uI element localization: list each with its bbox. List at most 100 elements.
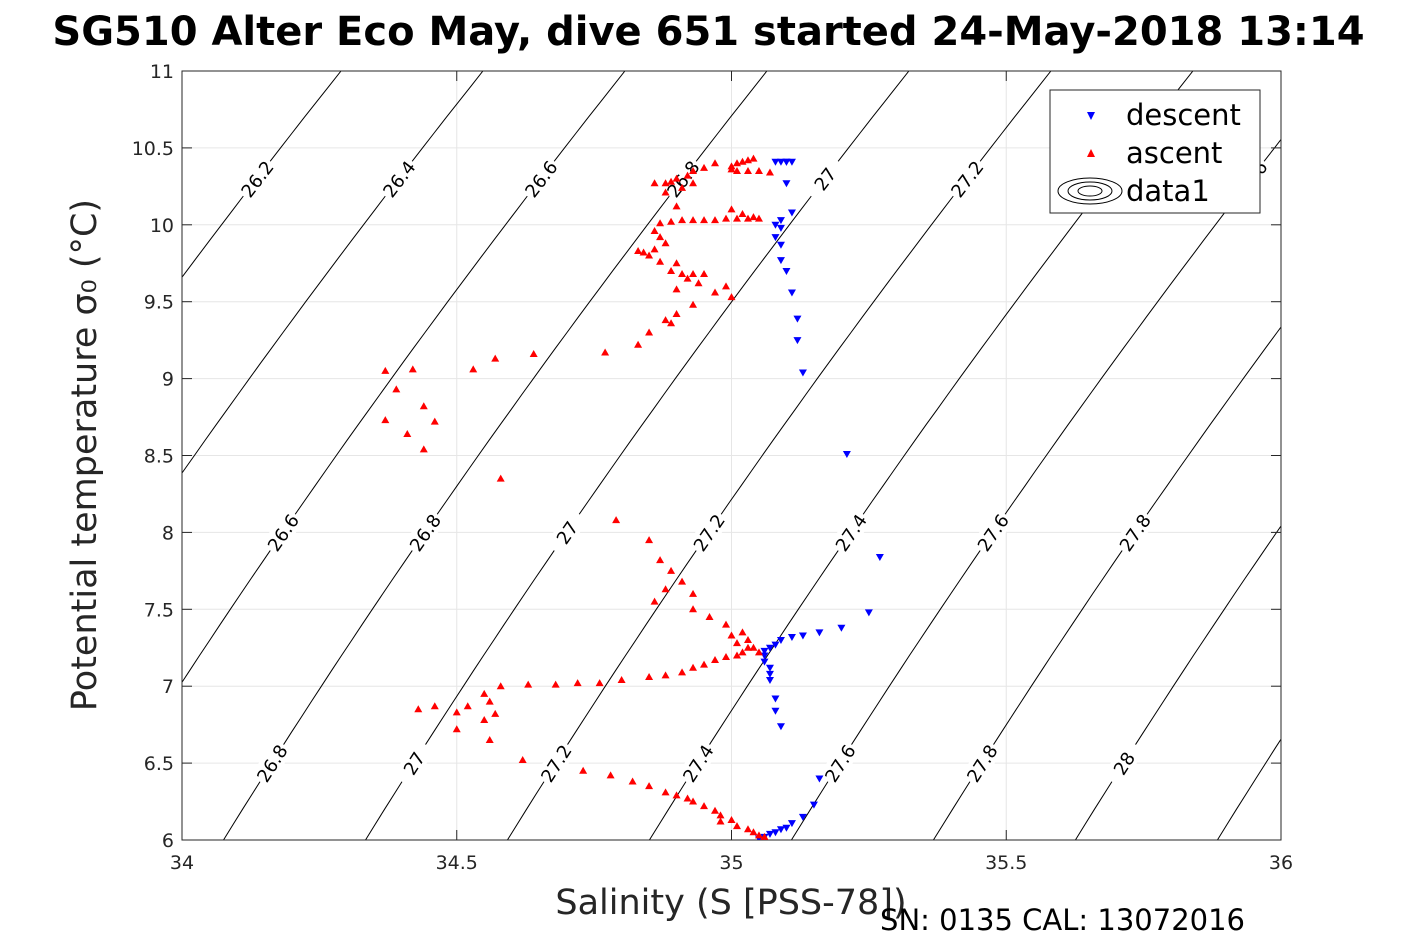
ascent-point (606, 771, 615, 779)
ascent-point (480, 689, 489, 697)
x-tick-label: 35 (719, 852, 743, 874)
ascent-point (732, 639, 741, 647)
ascent-point (754, 831, 763, 839)
ascent-point (711, 159, 720, 167)
ascent-point (738, 157, 747, 165)
descent-point (771, 707, 780, 715)
descent-point (776, 158, 785, 166)
grid (181, 70, 1282, 841)
y-tick-label: 11 (150, 61, 174, 83)
descent-point (782, 180, 791, 188)
ascent-point (645, 536, 654, 544)
ascent-point (743, 643, 752, 651)
ascent-point (727, 205, 736, 213)
ascent-point (667, 217, 676, 225)
ascent-point (430, 702, 439, 710)
ascent-point (716, 811, 725, 819)
ascent-point (689, 663, 698, 671)
ascent-point (738, 628, 747, 636)
ascent-point (408, 365, 417, 373)
isopycnal-label-bg (660, 154, 705, 203)
ascent-point (727, 165, 736, 173)
isopycnal-28.2 (1216, 738, 1281, 840)
ascent-point (667, 177, 676, 185)
ascent-point (392, 385, 401, 393)
ascent-point (667, 319, 676, 327)
ascent-point (452, 708, 461, 716)
ascent-point (743, 156, 752, 164)
ascent-point (749, 154, 758, 162)
y-tick-label: 9 (162, 369, 174, 391)
descent-point (793, 337, 802, 345)
descent-point (776, 257, 785, 265)
isopycnal-label-bg (1113, 508, 1157, 557)
isopycnal-label-group: 27.2 (944, 154, 989, 203)
ascent-point (650, 179, 659, 187)
isopycnal-26.2 (182, 71, 342, 279)
ascent-point (595, 679, 604, 687)
ascent-point (689, 797, 698, 805)
ascent-point (754, 166, 763, 174)
ascent-point (667, 566, 676, 574)
descent-point (864, 609, 873, 617)
descent-point (787, 633, 796, 641)
ascent-point (617, 676, 626, 684)
ascent-point (645, 328, 654, 336)
ascent-point (689, 179, 698, 187)
ascent-point (754, 214, 763, 222)
ascent-point (491, 354, 500, 362)
ascent-point (683, 274, 692, 282)
axis-ticks: 34 34.5 35 35.5 36 6 6.5 7 7.5 8 8.5 9 9.5 10 10.5 11 (132, 61, 1293, 874)
ascent-point (689, 300, 698, 308)
ascent-point (661, 585, 670, 593)
ascent-point (672, 285, 681, 293)
descent-point (798, 813, 807, 821)
ascent-point (678, 216, 687, 224)
descent-point (787, 209, 796, 217)
isopycnal-label-bg (1102, 738, 1145, 788)
descent-point (815, 775, 824, 783)
ascent-point (645, 782, 654, 790)
descent-point (798, 632, 807, 640)
descent-point (776, 241, 785, 249)
ascent-point (700, 163, 709, 171)
isopycnal-label-bg (261, 508, 305, 557)
ascent-point (722, 214, 731, 222)
ascent-point (732, 166, 741, 174)
ascent-point (579, 766, 588, 774)
ascent-point (738, 210, 747, 218)
ascent-point (452, 725, 461, 733)
ascent-point (694, 279, 703, 287)
ascent-point (634, 246, 643, 254)
isopycnal-label-bg (687, 508, 731, 557)
y-tick-label: 6 (162, 830, 174, 852)
ascent-point (711, 288, 720, 296)
descent-point (787, 158, 796, 166)
y-tick-label: 10 (150, 215, 174, 237)
legend-label-descent: descent (1126, 98, 1241, 132)
ascent-point (496, 682, 505, 690)
descent-point (837, 624, 846, 632)
legend-box (1049, 89, 1261, 214)
ascent-point (634, 340, 643, 348)
isopycnal-label-bg (376, 154, 421, 203)
ascent-point (496, 474, 505, 482)
ascent-point (738, 648, 747, 656)
ascent-point (419, 445, 428, 453)
series-ascent (381, 154, 774, 840)
descent-point (760, 658, 769, 666)
ascent-point (749, 213, 758, 221)
ascent-point (628, 777, 637, 785)
ascent-point (381, 416, 390, 424)
ascent-point (650, 226, 659, 234)
isopycnal-26.6 (182, 71, 626, 684)
ascent-point (749, 643, 758, 651)
isopycnal-label-group: 26.2 (234, 154, 279, 203)
ascent-point (518, 756, 527, 764)
ascent-point (678, 668, 687, 676)
descent-point (771, 641, 780, 649)
ascent-point (672, 259, 681, 267)
series-descent (754, 158, 884, 840)
ascent-point (661, 316, 670, 324)
